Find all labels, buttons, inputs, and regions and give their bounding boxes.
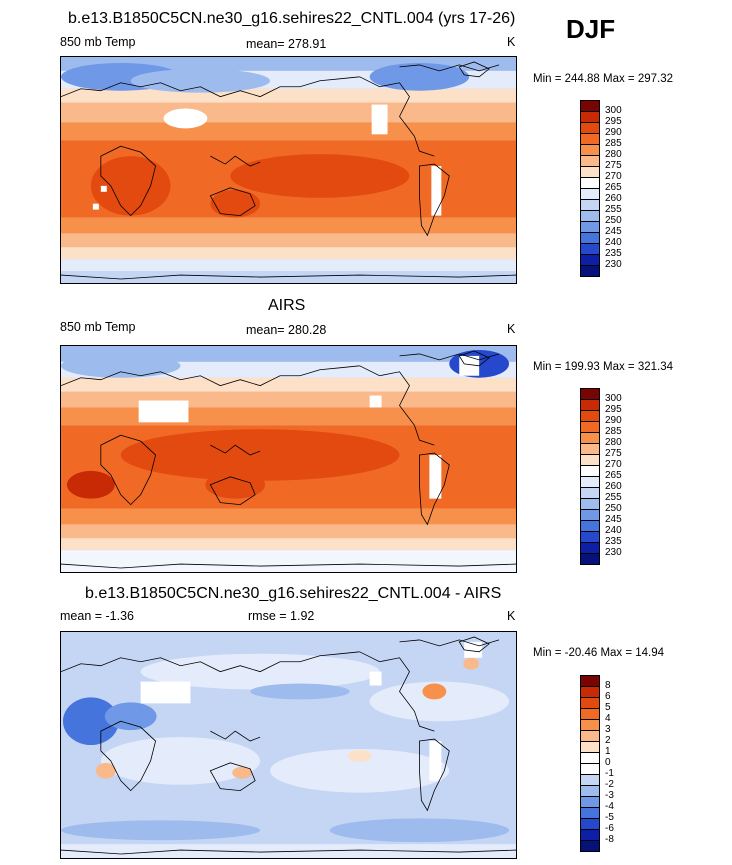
colorbar-label: 265: [605, 182, 622, 193]
colorbar-label: 280: [605, 149, 622, 160]
colorbar-obs: 300 295 290 285 280 275 270 265 260 255 …: [580, 388, 640, 565]
colorbar-label: 295: [605, 116, 622, 127]
colorbar-label: 285: [605, 138, 622, 149]
colorbar-label: 5: [605, 702, 611, 713]
colorbar-label: 270: [605, 459, 622, 470]
colorbar-label: 250: [605, 215, 622, 226]
colorbar-label: 4: [605, 713, 611, 724]
panel-left-label: 850 mb Temp: [60, 35, 136, 49]
map-diff: [60, 631, 517, 859]
colorbar-label: 6: [605, 691, 611, 702]
colorbar-label: 230: [605, 259, 622, 270]
panel-left-label: mean = -1.36: [60, 609, 135, 623]
panel-title: b.e13.B1850C5CN.ne30_g16.sehires22_CNTL.…: [85, 585, 502, 602]
colorbar-label: 245: [605, 514, 622, 525]
colorbar-label: 3: [605, 724, 611, 735]
panel-range-text: Min = 244.88 Max = 297.32: [533, 73, 674, 85]
colorbar-label: 290: [605, 127, 622, 138]
colorbar-label: 275: [605, 448, 622, 459]
colorbar-label: 260: [605, 481, 622, 492]
panel-left-label: 850 mb Temp: [60, 320, 136, 334]
colorbar-label: -6: [605, 823, 614, 834]
colorbar-label: -1: [605, 768, 614, 779]
colorbar-label: -5: [605, 812, 614, 823]
panel-range-text: Min = 199.93 Max = 321.34: [533, 361, 674, 373]
colorbar-label: 275: [605, 160, 622, 171]
panel-range-text: Min = -20.46 Max = 14.94: [533, 647, 665, 659]
panel-units-label: K: [507, 322, 516, 336]
colorbar-label: -4: [605, 801, 614, 812]
panel-mean-label: mean= 278.91: [246, 37, 327, 51]
colorbar-label: 235: [605, 248, 622, 259]
panel-title: b.e13.B1850C5CN.ne30_g16.sehires22_CNTL.…: [68, 10, 516, 27]
panel-units-label: K: [507, 609, 516, 623]
colorbar-label: 255: [605, 492, 622, 503]
colorbar-label: 240: [605, 237, 622, 248]
colorbar-label: 1: [605, 746, 611, 757]
colorbar-label: 300: [605, 105, 622, 116]
temperature-map-obs: [61, 346, 516, 572]
colorbar-swatch: [580, 840, 600, 852]
colorbar-label: 285: [605, 426, 622, 437]
colorbar-label: 8: [605, 680, 611, 691]
map-model: [60, 56, 517, 284]
colorbar-swatch: [580, 265, 600, 277]
panel-rmse-label: rmse = 1.92: [248, 609, 315, 623]
colorbar-label: 265: [605, 470, 622, 481]
colorbar-label: 280: [605, 437, 622, 448]
panel-units-label: K: [507, 35, 516, 49]
season-label: DJF: [566, 14, 616, 44]
colorbar-label: 260: [605, 193, 622, 204]
colorbar-label: -2: [605, 779, 614, 790]
colorbar-label: 2: [605, 735, 611, 746]
colorbar-label: 0: [605, 757, 611, 768]
colorbar-diff: 8 6 5 4 3 2 1 0 -1 -2 -3 -4 -5 -6 -8: [580, 675, 640, 852]
temperature-difference-map: [61, 632, 516, 858]
colorbar-label: 295: [605, 404, 622, 415]
colorbar-label: 250: [605, 503, 622, 514]
colorbar-swatch: [580, 553, 600, 565]
colorbar-label: 255: [605, 204, 622, 215]
map-obs: [60, 345, 517, 573]
colorbar-model: 300 295 290 285 280 275 270 265 260 255 …: [580, 100, 640, 277]
colorbar-label: 240: [605, 525, 622, 536]
temperature-map-model: [61, 57, 516, 283]
colorbar-label: -8: [605, 834, 614, 845]
panel-title: AIRS: [268, 297, 306, 314]
colorbar-label: 270: [605, 171, 622, 182]
colorbar-label: 230: [605, 547, 622, 558]
colorbar-label: 300: [605, 393, 622, 404]
colorbar-label: 245: [605, 226, 622, 237]
colorbar-label: 235: [605, 536, 622, 547]
colorbar-label: 290: [605, 415, 622, 426]
panel-mean-label: mean= 280.28: [246, 323, 327, 337]
colorbar-label: -3: [605, 790, 614, 801]
